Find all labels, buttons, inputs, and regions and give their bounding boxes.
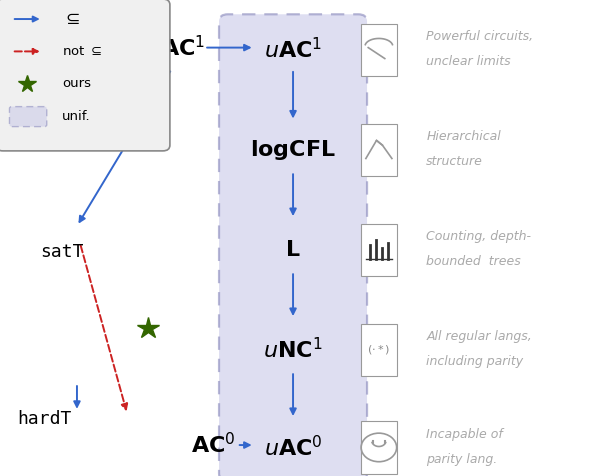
Text: $(\cdot*)$: $(\cdot*)$ [367, 343, 391, 357]
Text: $\mathbf{logCFL}$: $\mathbf{logCFL}$ [250, 138, 336, 162]
FancyBboxPatch shape [0, 0, 170, 151]
Text: $\mathbf{L}$: $\mathbf{L}$ [285, 240, 301, 260]
Text: parity lang.: parity lang. [426, 453, 497, 466]
Text: unclear limits: unclear limits [426, 55, 511, 69]
Text: $\mathbf{AC}^1$: $\mathbf{AC}^1$ [162, 35, 205, 60]
FancyBboxPatch shape [361, 124, 397, 176]
Text: Powerful circuits,: Powerful circuits, [426, 30, 533, 43]
Text: $u\mathbf{AC}^0$: $u\mathbf{AC}^0$ [263, 435, 323, 460]
Text: $\mathbf{AC}^0$: $\mathbf{AC}^0$ [191, 433, 236, 457]
FancyBboxPatch shape [361, 421, 397, 474]
Text: satT: satT [40, 243, 84, 261]
FancyBboxPatch shape [361, 24, 397, 76]
Text: hardT: hardT [17, 410, 72, 428]
Text: Hierarchical: Hierarchical [426, 130, 501, 143]
Text: $u\mathbf{AC}^1$: $u\mathbf{AC}^1$ [264, 38, 322, 62]
Text: bounded  trees: bounded trees [426, 255, 521, 268]
FancyBboxPatch shape [219, 14, 367, 476]
Text: Counting, depth-: Counting, depth- [426, 230, 531, 243]
Text: $\subseteq$: $\subseteq$ [62, 10, 81, 28]
Text: structure: structure [426, 155, 483, 169]
Text: Incapable of: Incapable of [426, 427, 503, 441]
Text: including parity: including parity [426, 355, 523, 368]
FancyBboxPatch shape [361, 224, 397, 276]
Text: unif.: unif. [62, 109, 91, 123]
FancyBboxPatch shape [9, 107, 47, 127]
Text: $u\mathbf{NC}^1$: $u\mathbf{NC}^1$ [263, 337, 323, 362]
Text: ours: ours [62, 77, 91, 90]
Text: All regular langs,: All regular langs, [426, 330, 532, 343]
FancyBboxPatch shape [361, 324, 397, 376]
Text: not $\subseteq$: not $\subseteq$ [62, 45, 102, 58]
